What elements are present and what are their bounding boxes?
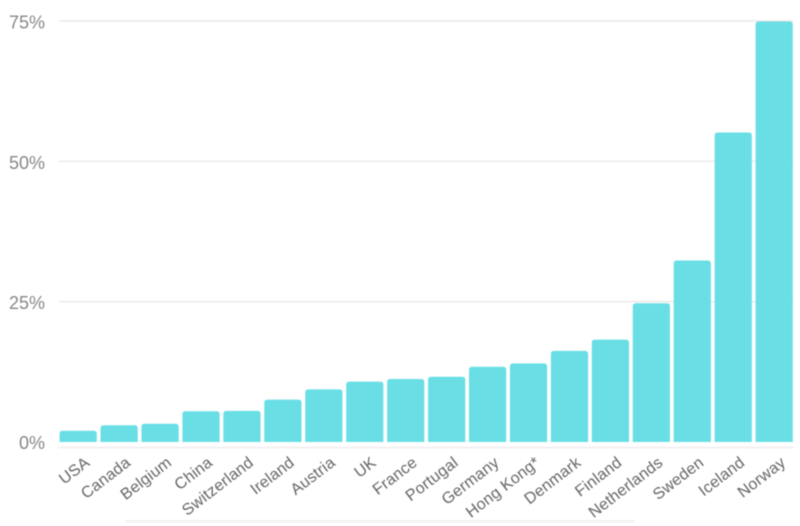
- svg-text:50%: 50%: [9, 153, 45, 173]
- svg-text:0%: 0%: [19, 433, 45, 453]
- svg-text:75%: 75%: [9, 13, 45, 33]
- svg-text:25%: 25%: [9, 293, 45, 313]
